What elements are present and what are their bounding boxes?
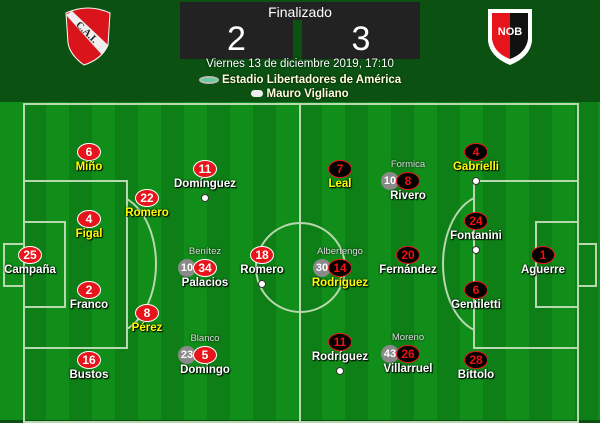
substitute-name: Moreno xyxy=(391,332,425,343)
player-name: Bustos xyxy=(69,369,109,381)
player-number: 7 xyxy=(328,160,352,178)
goal-ball-icon xyxy=(336,367,344,375)
right-goal xyxy=(577,243,597,287)
substitute-number: 43 xyxy=(381,345,399,363)
player-name: Palacios xyxy=(181,277,229,289)
player-number: 4 xyxy=(77,210,101,228)
left-goal xyxy=(3,243,25,287)
player-number: 14 xyxy=(328,259,352,277)
player-number: 24 xyxy=(464,212,488,230)
player-number: 22 xyxy=(135,189,159,207)
player-number: 6 xyxy=(464,281,488,299)
referee-row: Mauro Vigliano xyxy=(0,88,600,100)
player-number: 18 xyxy=(250,246,274,264)
player-number: 34 xyxy=(193,259,217,277)
player-number: 16 xyxy=(77,351,101,369)
whistle-icon xyxy=(251,90,264,98)
substitute-number: 10 xyxy=(381,172,399,190)
player-name: Gentiletti xyxy=(451,299,501,311)
substitute-name: Benítez xyxy=(188,246,222,257)
player-name: Miño xyxy=(75,161,103,173)
player-name: Campaña xyxy=(4,264,56,276)
player-name: Romero xyxy=(125,207,169,219)
substitute-name: Albertengo xyxy=(317,246,363,257)
away-score: 3 xyxy=(351,20,371,58)
player-number: 8 xyxy=(135,304,159,322)
player-number: 26 xyxy=(396,345,420,363)
scoreboard: Finalizado 2 3 xyxy=(180,2,420,59)
substitute-name: Blanco xyxy=(190,333,220,344)
player-name: Pérez xyxy=(131,322,163,334)
player-number: 8 xyxy=(396,172,420,190)
player-name: Domínguez xyxy=(174,178,236,190)
player-number: 11 xyxy=(328,333,352,351)
home-team-crest[interactable]: C.A.I. xyxy=(62,5,114,67)
match-header: C.A.I. NOB Finalizado 2 3 Viernes 13 de … xyxy=(0,0,600,102)
pitch: 6 Miño 4 Figal 25 Campaña 2 Franco 16 Bustos 22 Rom… xyxy=(0,102,600,423)
stadium-name: Estadio Libertadores de América xyxy=(222,74,402,86)
player-number: 5 xyxy=(193,346,217,364)
match-date: Viernes 13 de diciembre 2019, 17:10 xyxy=(206,58,394,70)
referee-name: Mauro Vigliano xyxy=(266,88,349,100)
right-penalty-arc xyxy=(442,194,475,334)
player-name: Rodríguez xyxy=(311,351,369,363)
player-name: Fontanini xyxy=(450,230,502,242)
substitute-name: Formica xyxy=(390,159,426,170)
player-number: 20 xyxy=(396,246,420,264)
player-name: Romero xyxy=(240,264,284,276)
player-number: 25 xyxy=(18,246,42,264)
player-name: Gabrielli xyxy=(452,161,500,173)
player-name: Aguerre xyxy=(520,264,566,276)
player-name: Bittolo xyxy=(457,369,495,381)
player-number: 1 xyxy=(531,246,555,264)
goal-ball-icon xyxy=(201,194,209,202)
stadium-row: Estadio Libertadores de América xyxy=(0,74,600,86)
player-name: Rivero xyxy=(390,190,426,202)
away-team-crest[interactable]: NOB xyxy=(484,5,536,67)
player-name: Leal xyxy=(328,178,352,190)
player-name: Domingo xyxy=(180,364,230,376)
goal-ball-icon xyxy=(472,246,480,254)
player-number: 2 xyxy=(77,281,101,299)
player-name: Fernández xyxy=(379,264,437,276)
player-name: Villarruel xyxy=(383,363,433,375)
player-name: Rodríguez xyxy=(311,277,369,289)
player-number: 4 xyxy=(464,143,488,161)
player-name: Franco xyxy=(69,299,109,311)
goal-ball-icon xyxy=(258,280,266,288)
substitute-number: 23 xyxy=(178,346,196,364)
player-number: 6 xyxy=(77,143,101,161)
score-divider xyxy=(293,20,302,59)
match-status: Finalizado xyxy=(268,4,332,20)
player-name: Figal xyxy=(75,228,103,240)
substitute-number: 30 xyxy=(313,259,331,277)
goal-ball-icon xyxy=(472,177,480,185)
player-number: 11 xyxy=(193,160,217,178)
substitute-number: 10 xyxy=(178,259,196,277)
player-number: 28 xyxy=(464,351,488,369)
home-score: 2 xyxy=(227,20,246,58)
svg-text:NOB: NOB xyxy=(498,26,523,38)
stadium-icon xyxy=(198,75,219,84)
